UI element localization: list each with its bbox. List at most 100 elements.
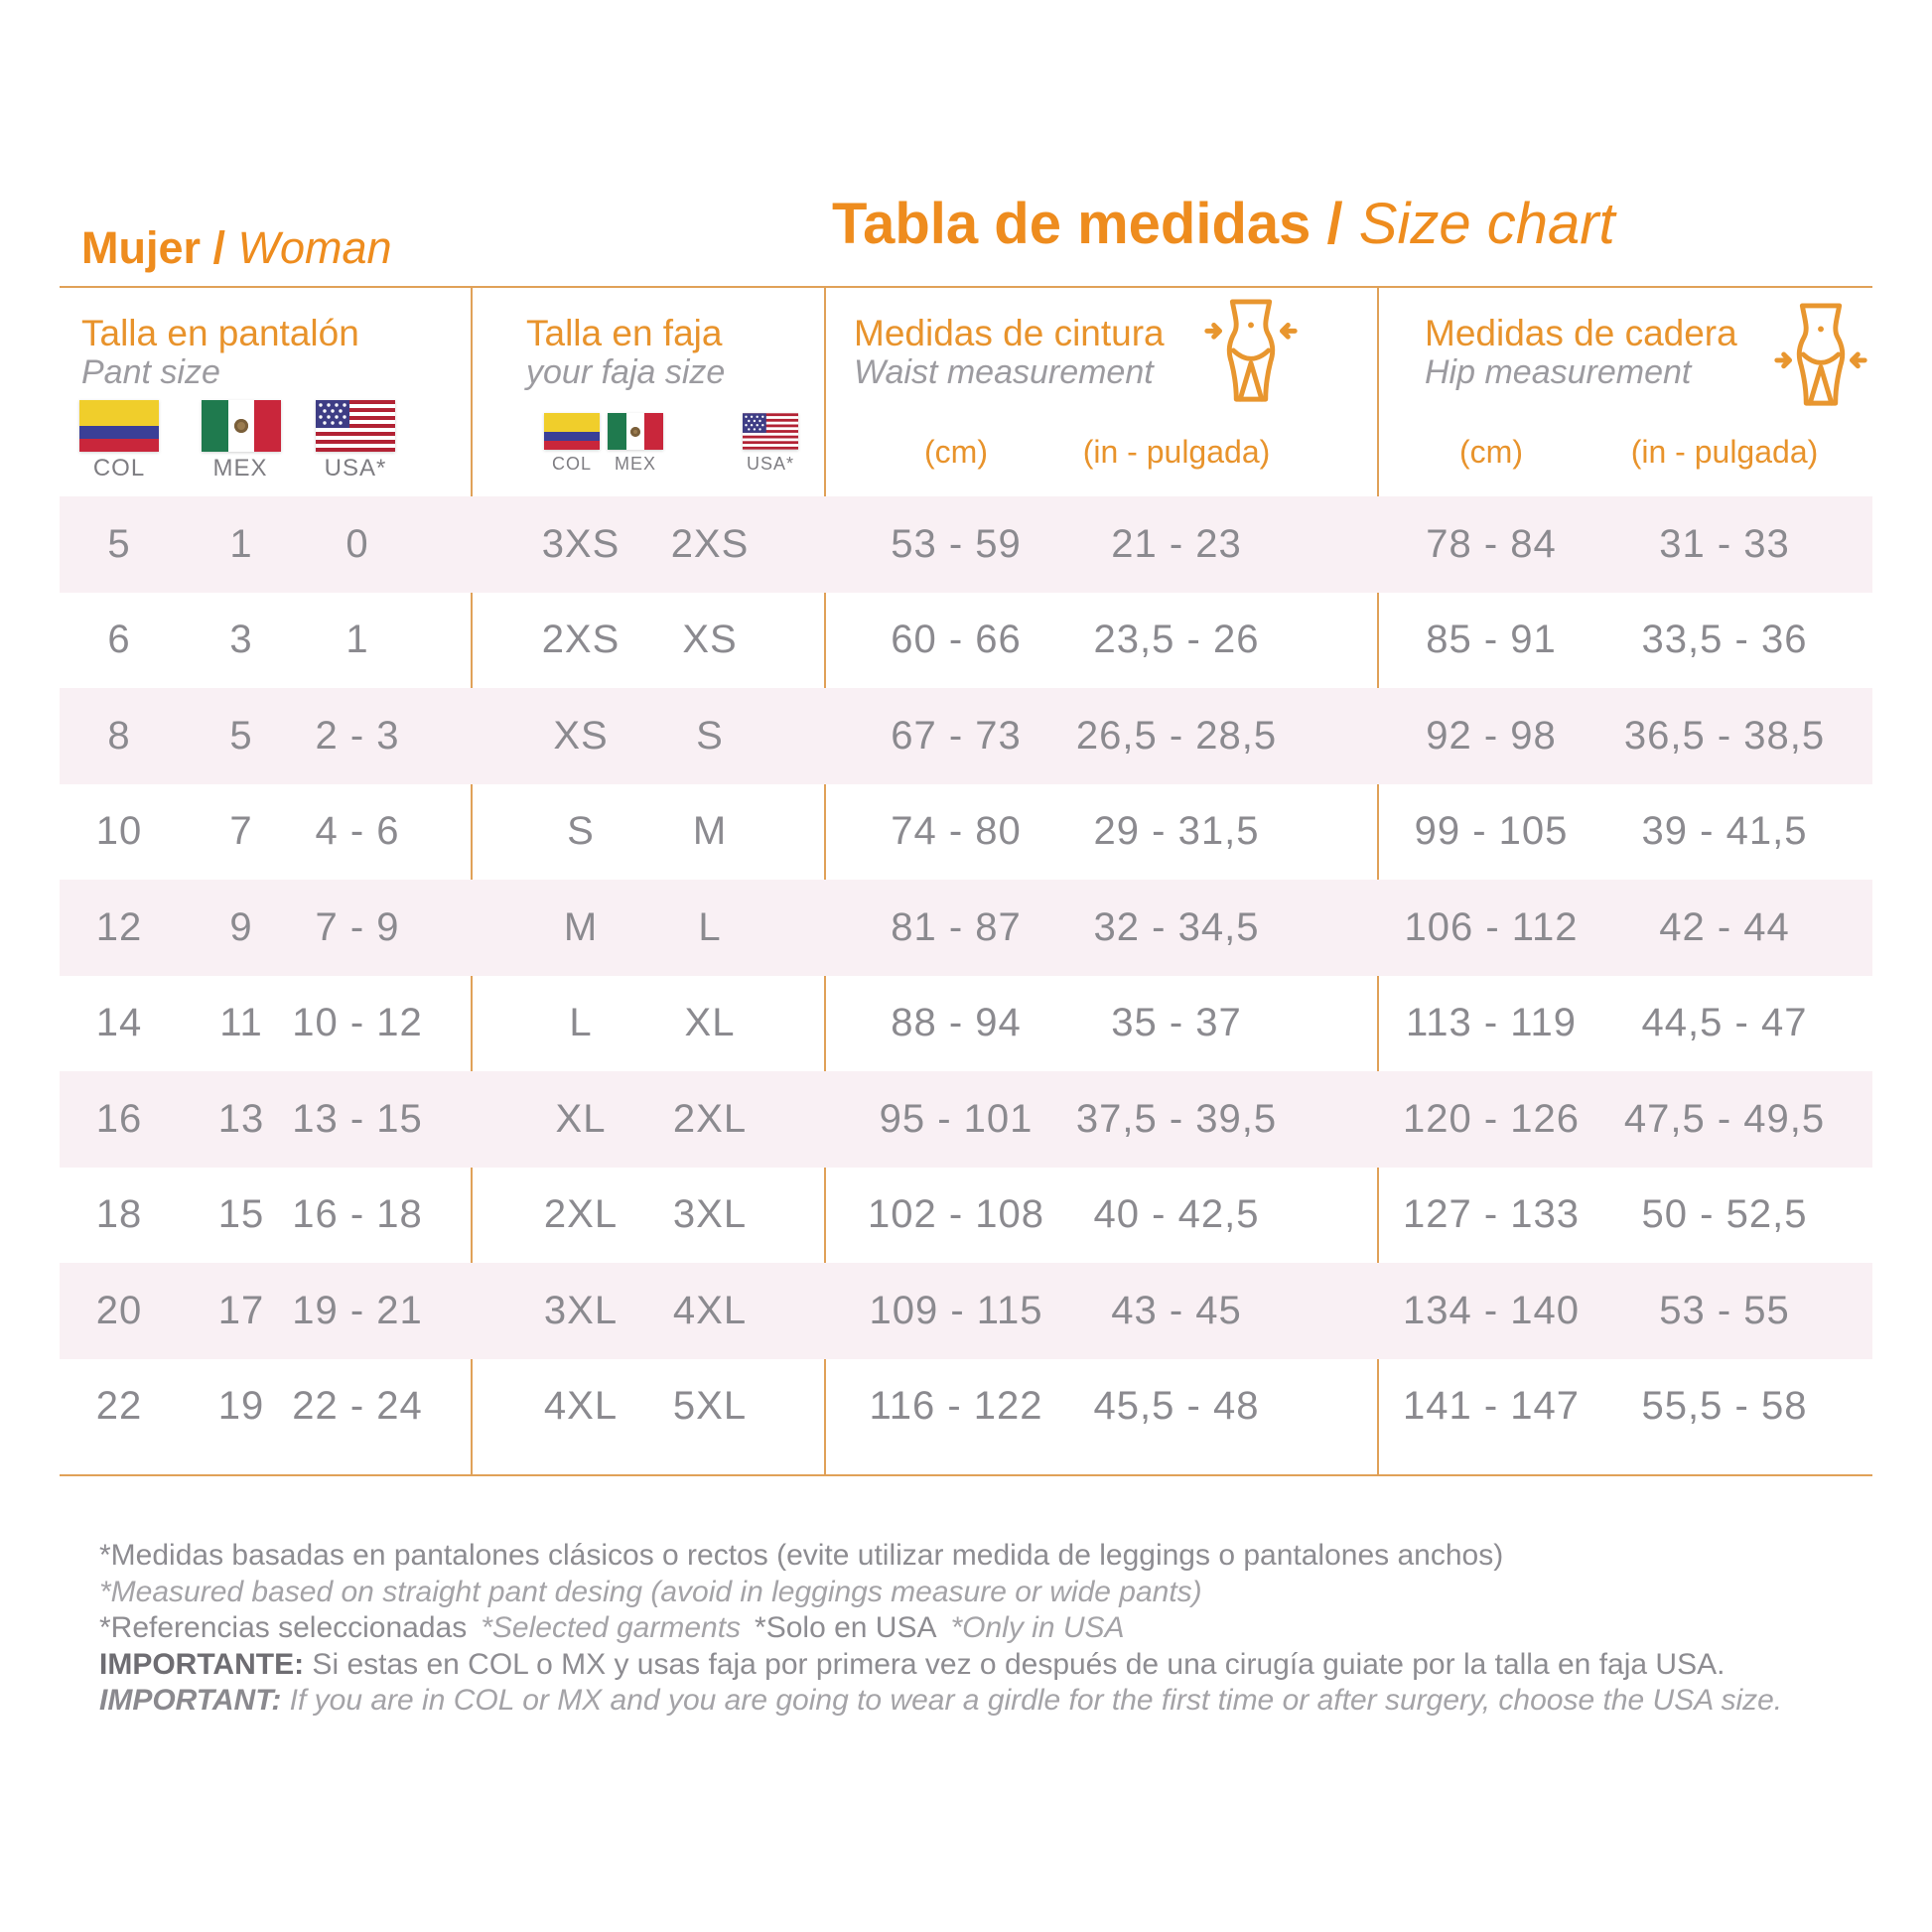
pant-mex-cell: 5 bbox=[229, 713, 253, 758]
pant-usa-cell: 16 - 18 bbox=[292, 1192, 423, 1237]
pant-mex-cell: 15 bbox=[217, 1192, 265, 1237]
mexico-emblem-icon bbox=[630, 426, 641, 437]
note-line-3: *Referencias seleccionadas *Selected garm… bbox=[99, 1610, 1782, 1647]
faja-usa-cell: 5XL bbox=[672, 1384, 748, 1429]
pant-usa-cell: 1 bbox=[345, 618, 369, 662]
note-line-5: IMPORTANT: If you are in COL or MX and y… bbox=[99, 1683, 1782, 1720]
waist-in-cell: 21 - 23 bbox=[1111, 521, 1242, 566]
faja-colmex-cell: 3XL bbox=[543, 1288, 619, 1332]
pant-mex-cell: 3 bbox=[229, 618, 253, 662]
hip-cm-cell: 120 - 126 bbox=[1402, 1096, 1581, 1141]
hip-cm-cell: 85 - 91 bbox=[1426, 618, 1557, 662]
hip-in-cell: 33,5 - 36 bbox=[1641, 618, 1808, 662]
faja-usa-cell: L bbox=[698, 904, 722, 949]
flag-label-mex: MEX bbox=[212, 455, 268, 482]
subtitle-woman: Woman bbox=[237, 222, 392, 273]
faja-usa-cell: 2XS bbox=[670, 521, 750, 566]
hip-unit-cm: (cm) bbox=[1459, 434, 1523, 470]
waist-heading-en: Waist measurement bbox=[854, 353, 1154, 391]
table-row: 16 13 13 - 15 XL 2XL 95 - 101 37,5 - 39,… bbox=[60, 1071, 1872, 1168]
faja-colmex-cell: 4XL bbox=[543, 1384, 619, 1429]
waist-in-cell: 43 - 45 bbox=[1111, 1288, 1242, 1332]
faja-colmex-cell: 3XS bbox=[541, 521, 621, 566]
table-row: 14 11 10 - 12 L XL 88 - 94 35 - 37 113 -… bbox=[60, 976, 1872, 1072]
waist-in-cell: 35 - 37 bbox=[1111, 1001, 1242, 1045]
pant-usa-cell: 4 - 6 bbox=[315, 809, 400, 854]
usa-flag-icon bbox=[743, 413, 798, 450]
pant-col-cell: 14 bbox=[95, 1001, 143, 1045]
pant-mex-cell: 11 bbox=[219, 1001, 263, 1045]
pant-usa-cell: 7 - 9 bbox=[315, 904, 400, 949]
hip-heading-es: Medidas de cadera bbox=[1425, 313, 1737, 353]
hip-in-cell: 55,5 - 58 bbox=[1641, 1384, 1808, 1429]
pant-size-heading-en: Pant size bbox=[81, 353, 220, 391]
waist-cm-cell: 109 - 115 bbox=[869, 1288, 1043, 1332]
pant-col-cell: 10 bbox=[95, 809, 143, 854]
faja-usa-cell: XL bbox=[684, 1001, 736, 1045]
faja-size-heading-en: your faja size bbox=[526, 353, 726, 391]
faja-usa-cell: XS bbox=[682, 618, 738, 662]
page-title: Tabla de medidas / Size chart bbox=[832, 191, 1615, 257]
pant-col-cell: 20 bbox=[95, 1288, 143, 1332]
faja-usa-cell: 2XL bbox=[672, 1096, 748, 1141]
colombia-flag-icon bbox=[79, 400, 159, 452]
note-line-1: *Medidas basadas en pantalones clásicos … bbox=[99, 1539, 1504, 1572]
subtitle-separator: / bbox=[201, 222, 238, 273]
pant-usa-cell: 2 - 3 bbox=[315, 713, 400, 758]
faja-usa-cell: 3XL bbox=[672, 1192, 748, 1237]
pant-col-cell: 22 bbox=[95, 1384, 143, 1429]
table-row: 8 5 2 - 3 XS S 67 - 73 26,5 - 28,5 92 - … bbox=[60, 688, 1872, 784]
note-selected-garments: *Selected garments bbox=[481, 1611, 742, 1644]
waist-cm-cell: 81 - 87 bbox=[891, 904, 1022, 949]
hip-cm-cell: 92 - 98 bbox=[1426, 713, 1557, 758]
waist-cm-cell: 74 - 80 bbox=[891, 809, 1022, 854]
table-row: 5 1 0 3XS 2XS 53 - 59 21 - 23 78 - 84 31… bbox=[60, 496, 1872, 593]
pant-col-cell: 18 bbox=[95, 1192, 143, 1237]
note-line-4: IMPORTANTE: Si estas en COL o MX y usas … bbox=[99, 1647, 1782, 1684]
faja-colmex-cell: S bbox=[567, 809, 595, 854]
hip-in-cell: 31 - 33 bbox=[1659, 521, 1790, 566]
pant-mex-cell: 7 bbox=[229, 809, 253, 854]
pant-col-cell: 12 bbox=[95, 904, 143, 949]
pant-col-cell: 5 bbox=[107, 521, 131, 566]
hip-cm-cell: 113 - 119 bbox=[1405, 1001, 1578, 1045]
faja-size-heading-es: Talla en faja bbox=[526, 313, 723, 353]
flag-label-usa: USA* bbox=[746, 454, 794, 474]
faja-colmex-cell: XL bbox=[555, 1096, 607, 1141]
importante-text: Si estas en COL o MX y usas faja por pri… bbox=[304, 1647, 1725, 1681]
waist-cm-cell: 102 - 108 bbox=[867, 1192, 1045, 1237]
table-row: 10 7 4 - 6 S M 74 - 80 29 - 31,5 99 - 10… bbox=[60, 784, 1872, 881]
flag-label-col: COL bbox=[551, 454, 592, 474]
faja-usa-cell: 4XL bbox=[672, 1288, 748, 1332]
hip-in-cell: 44,5 - 47 bbox=[1641, 1001, 1808, 1045]
note-only-in-usa: *Only in USA bbox=[950, 1611, 1125, 1644]
hip-in-cell: 53 - 55 bbox=[1659, 1288, 1790, 1332]
table-row: 12 9 7 - 9 M L 81 - 87 32 - 34,5 106 - 1… bbox=[60, 880, 1872, 976]
table-row: 18 15 16 - 18 2XL 3XL 102 - 108 40 - 42,… bbox=[60, 1168, 1872, 1264]
importante-label: IMPORTANTE: bbox=[99, 1647, 305, 1681]
hip-in-cell: 42 - 44 bbox=[1659, 904, 1790, 949]
important-label: IMPORTANT: bbox=[99, 1684, 282, 1717]
flag-label-mex: MEX bbox=[614, 454, 656, 474]
waist-cm-cell: 60 - 66 bbox=[891, 618, 1022, 662]
waist-unit-in: (in - pulgada) bbox=[1082, 434, 1271, 470]
pant-mex-cell: 17 bbox=[217, 1288, 265, 1332]
pant-mex-cell: 1 bbox=[229, 521, 253, 566]
waist-in-cell: 29 - 31,5 bbox=[1093, 809, 1260, 854]
hip-cm-cell: 127 - 133 bbox=[1402, 1192, 1581, 1237]
waist-in-cell: 45,5 - 48 bbox=[1093, 1384, 1260, 1429]
title-separator: / bbox=[1311, 192, 1359, 256]
size-table: 5 1 0 3XS 2XS 53 - 59 21 - 23 78 - 84 31… bbox=[60, 286, 1872, 1476]
note-solo-en-usa: *Solo en USA bbox=[755, 1611, 937, 1644]
hip-in-cell: 36,5 - 38,5 bbox=[1623, 713, 1826, 758]
pant-usa-cell: 10 - 12 bbox=[292, 1001, 423, 1045]
pant-usa-cell: 0 bbox=[345, 521, 369, 566]
faja-colmex-cell: L bbox=[569, 1001, 593, 1045]
faja-colmex-cell: 2XS bbox=[541, 618, 621, 662]
hip-cm-cell: 99 - 105 bbox=[1414, 809, 1569, 854]
hip-cm-cell: 141 - 147 bbox=[1402, 1384, 1581, 1429]
table-row: 6 3 1 2XS XS 60 - 66 23,5 - 26 85 - 91 3… bbox=[60, 593, 1872, 689]
waist-cm-cell: 95 - 101 bbox=[879, 1096, 1034, 1141]
pant-mex-cell: 13 bbox=[217, 1096, 265, 1141]
hip-heading-en: Hip measurement bbox=[1425, 353, 1692, 391]
